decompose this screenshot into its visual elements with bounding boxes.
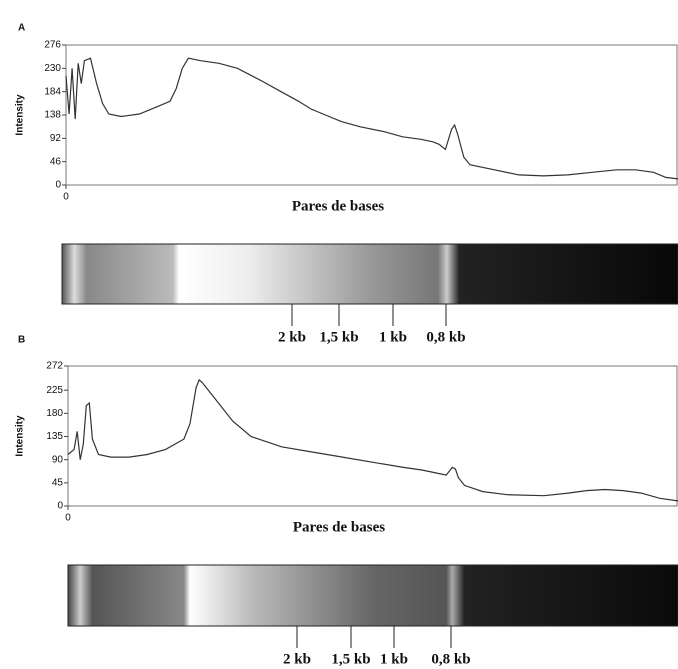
y-tick-label: 138 — [44, 110, 61, 121]
band-label: 2 kb — [283, 651, 311, 667]
x-tick-label: 0 — [65, 513, 71, 524]
intensity-line — [67, 378, 678, 502]
y-tick-label: 46 — [50, 156, 62, 167]
plot-frame — [67, 365, 678, 507]
y-tick-label: 45 — [52, 477, 64, 488]
intensity-line — [65, 57, 678, 180]
y-tick-label: 180 — [46, 408, 63, 419]
band-label: 1,5 kb — [331, 651, 370, 667]
x-tick-label: 0 — [63, 192, 69, 203]
band-label: 0,8 kb — [426, 329, 465, 345]
band-label: 0,8 kb — [431, 651, 470, 667]
gel-image — [67, 564, 678, 627]
y-tick-label: 184 — [44, 86, 61, 97]
y-tick-label: 0 — [57, 501, 63, 512]
y-tick-label: 0 — [55, 180, 61, 191]
y-tick-label: 272 — [46, 361, 63, 372]
y-tick-label: 135 — [46, 431, 63, 442]
gel-image — [61, 243, 678, 305]
y-tick-label: 90 — [52, 454, 64, 465]
y-axis-label: Intensity — [15, 94, 26, 136]
panel-label: B — [18, 335, 25, 346]
band-label: 1,5 kb — [319, 329, 358, 345]
band-label: 2 kb — [278, 329, 306, 345]
band-label: 1 kb — [380, 651, 408, 667]
x-axis-label: Pares de bases — [292, 198, 384, 214]
x-axis-label: Pares de bases — [293, 519, 385, 535]
y-tick-label: 230 — [44, 63, 61, 74]
band-label: 1 kb — [379, 329, 407, 345]
y-tick-label: 92 — [50, 133, 62, 144]
y-tick-label: 276 — [44, 40, 61, 51]
y-tick-label: 225 — [46, 385, 63, 396]
y-axis-label: Intensity — [15, 415, 26, 457]
plot-frame — [65, 44, 678, 186]
panel-label: A — [18, 23, 25, 34]
